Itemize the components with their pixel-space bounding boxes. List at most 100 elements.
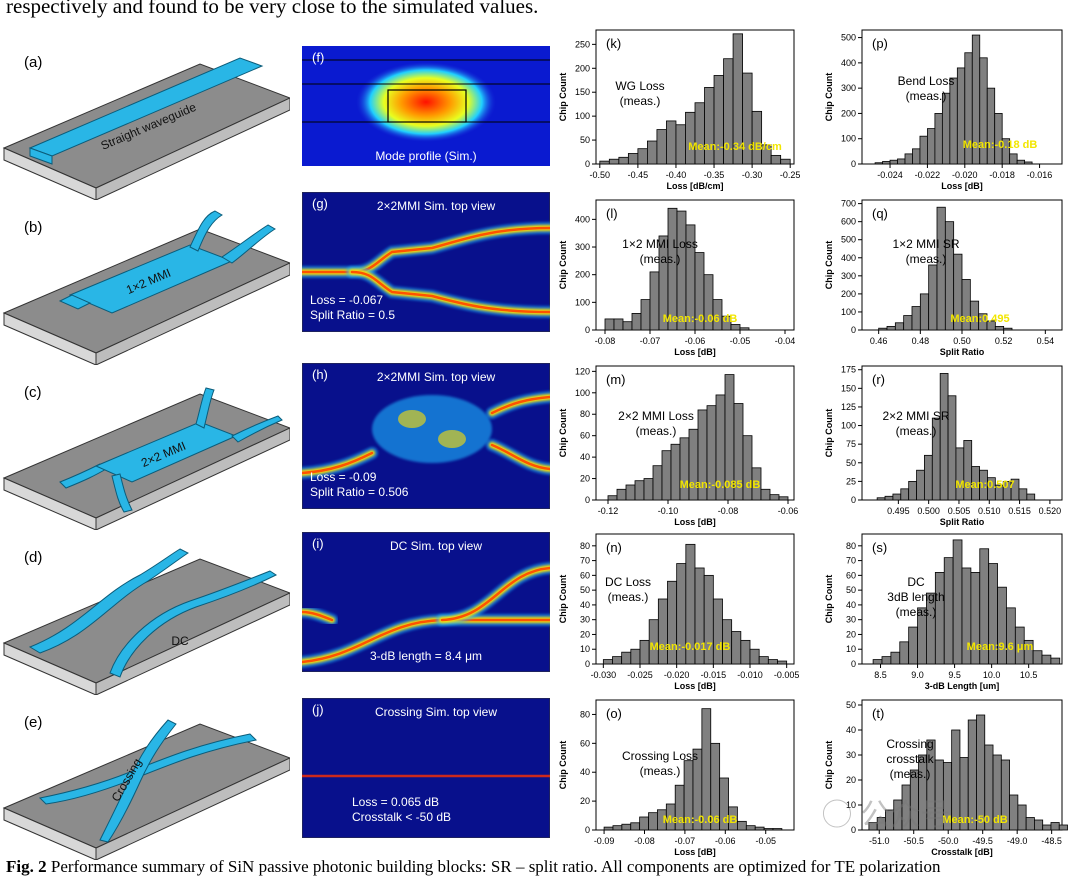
- x-tick-label: -0.016: [1027, 170, 1053, 180]
- histogram-bar: [987, 477, 996, 501]
- y-tick-label: 400: [841, 253, 856, 263]
- histogram-bar: [643, 478, 654, 501]
- histogram-bar: [1014, 626, 1025, 665]
- chart-annotation: (meas.): [896, 424, 937, 438]
- histogram-bar: [742, 72, 753, 165]
- y-tick-label: 40: [846, 725, 856, 735]
- y-tick-label: 300: [841, 83, 856, 93]
- waveguide-shape: [221, 224, 276, 264]
- histogram-bar: [733, 403, 744, 501]
- histogram-bar: [703, 574, 714, 665]
- histogram-bar: [994, 113, 1003, 165]
- chart-panel-label: (q): [872, 206, 888, 221]
- y-axis-label: Chip Count: [558, 241, 568, 290]
- mmi-interference: [372, 395, 492, 463]
- histogram-bar: [630, 648, 641, 665]
- schematic-panel-label: (d): [24, 549, 43, 566]
- plot-area: [861, 29, 1063, 165]
- y-axis-label: Chip Count: [824, 241, 834, 290]
- x-tick-label: -0.25: [780, 170, 801, 180]
- simulation-result: Split Ratio = 0.506: [310, 485, 409, 499]
- histogram-bar: [616, 488, 627, 501]
- beam-core: [490, 443, 550, 471]
- y-tick-label: 500: [841, 33, 856, 43]
- histogram-t: -51.0 -50.5 -50.0 -49.5 -49.0 -48.50102030405…: [824, 699, 1068, 857]
- x-axis-label: Split Ratio: [940, 517, 985, 527]
- substrate-front: [3, 642, 97, 695]
- y-tick-label: 50: [846, 585, 856, 595]
- histogram-bar: [978, 313, 988, 331]
- mmi-spot: [438, 430, 466, 448]
- histogram-bar: [904, 153, 913, 165]
- schematic-1: Straight waveguide: [2, 57, 290, 200]
- histogram-bar: [1032, 650, 1043, 665]
- simulation-panel-label: (h): [312, 367, 328, 382]
- simulation-panel-g: (g) 2×2MMI Sim. top view Loss = -0.067Spli…: [302, 192, 550, 332]
- histogram-bar: [770, 154, 782, 165]
- x-tick-label: -0.025: [627, 670, 653, 680]
- histogram-bar: [881, 656, 892, 665]
- histogram-bar: [916, 469, 925, 501]
- x-tick-label: 0.515: [1008, 506, 1031, 516]
- simulation-panel-j: (j) Crossing Sim. top view Loss = 0.065 dB…: [302, 698, 550, 838]
- histogram-bar: [739, 327, 750, 331]
- y-tick-label: 10: [846, 644, 856, 654]
- histogram-bar: [599, 160, 610, 165]
- histogram-bar: [890, 651, 901, 665]
- histogram-bar: [889, 159, 898, 165]
- simulation-panel-label: (g): [312, 196, 328, 211]
- chart-annotation: (meas.): [890, 767, 931, 781]
- histogram-bar: [612, 825, 623, 831]
- x-tick-label: -0.10: [658, 506, 679, 516]
- histogram-bar: [900, 488, 910, 501]
- substrate-front: [3, 312, 97, 365]
- x-tick-label: -0.024: [877, 170, 903, 180]
- histogram-bar: [949, 77, 958, 165]
- histogram-bar: [676, 210, 687, 331]
- y-tick-label: 0: [585, 159, 590, 169]
- histogram-bar: [603, 826, 614, 831]
- histogram-bar: [872, 659, 883, 665]
- histogram-bar: [1001, 138, 1011, 165]
- y-tick-label: 200: [841, 108, 856, 118]
- y-axis-label: Chip Count: [824, 575, 834, 624]
- y-tick-label: 100: [841, 421, 856, 431]
- histogram-bar: [979, 469, 988, 501]
- histogram-bar: [648, 812, 658, 831]
- chart-mean-label: Mean:-0.06 dB: [663, 313, 738, 325]
- histogram-bar: [979, 548, 990, 665]
- y-tick-label: 300: [575, 242, 590, 252]
- chart-mean-label: Mean:-0.18 dB: [963, 139, 1038, 151]
- histogram-bar: [882, 161, 891, 165]
- y-tick-label: 20: [846, 629, 856, 639]
- histogram-bar: [1050, 657, 1061, 665]
- y-axis-label: Chip Count: [558, 575, 568, 624]
- histogram-bar: [658, 235, 669, 331]
- y-tick-label: 50: [846, 458, 856, 468]
- histogram-bar: [1010, 478, 1020, 501]
- histogram-bar: [924, 454, 933, 501]
- histogram-bar: [657, 598, 668, 665]
- y-tick-label: 0: [851, 159, 856, 169]
- x-tick-label: -0.04: [775, 336, 796, 346]
- x-tick-label: 0.52: [995, 336, 1013, 346]
- histogram-bar: [1024, 161, 1033, 165]
- x-tick-label: -0.08: [595, 336, 616, 346]
- chart-annotation: 1×2 MMI SR: [892, 237, 959, 251]
- y-tick-label: 30: [580, 615, 590, 625]
- waveguide-shape: [99, 719, 177, 843]
- x-tick-label: -0.40: [666, 170, 687, 180]
- y-tick-label: 500: [841, 235, 856, 245]
- histogram-bar: [971, 466, 980, 501]
- y-tick-label: 0: [585, 495, 590, 505]
- plot-area: [595, 199, 795, 331]
- histogram-bar: [986, 320, 996, 331]
- histogram-bar: [899, 641, 910, 665]
- simulation-result: 3-dB length = 8.4 μm: [370, 649, 482, 663]
- x-tick-label: 0.46: [870, 336, 888, 346]
- histogram-bar: [1002, 480, 1012, 501]
- histogram-bar: [1003, 327, 1013, 331]
- plot-area: [861, 199, 1063, 331]
- histogram-bar: [731, 631, 742, 665]
- chart-annotation: (meas.): [608, 590, 649, 604]
